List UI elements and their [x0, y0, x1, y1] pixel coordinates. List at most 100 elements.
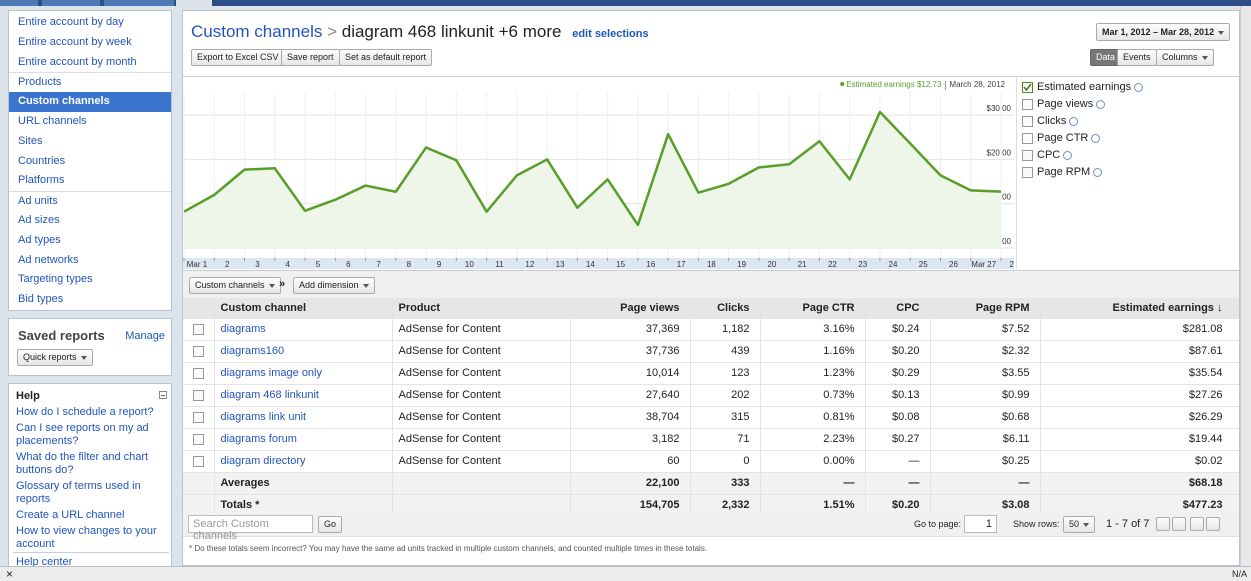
- header-cell: Clicks: [690, 298, 761, 319]
- events-view[interactable]: Events: [1117, 49, 1157, 66]
- x-tick-label: 25: [919, 260, 928, 269]
- saved-title: Saved reports: [18, 328, 105, 343]
- save-button[interactable]: Save report: [281, 49, 340, 66]
- nav-item[interactable]: Targeting types: [18, 273, 93, 286]
- nav-item[interactable]: Entire account by week: [18, 35, 132, 48]
- row-checkbox[interactable]: [192, 323, 204, 335]
- metric-item[interactable]: Page views: [1022, 98, 1106, 110]
- manage-link[interactable]: Manage: [125, 330, 165, 342]
- summary-label: Averages: [214, 472, 393, 495]
- x-tick-label: Mar 1: [187, 260, 208, 269]
- nav-item[interactable]: Platforms: [18, 174, 65, 187]
- table-cell[interactable]: diagrams160: [214, 340, 393, 363]
- nav-item[interactable]: Entire account by day: [18, 16, 124, 28]
- table-cell[interactable]: diagram directory: [214, 450, 393, 473]
- nav-item[interactable]: URL channels: [18, 114, 87, 127]
- row-checkbox[interactable]: [192, 367, 204, 379]
- quick-reports-button[interactable]: Quick reports: [17, 349, 93, 366]
- page-input[interactable]: 1: [964, 515, 997, 533]
- table-cell: 439: [690, 340, 761, 363]
- help-link[interactable]: What do the filter and chart buttons do?: [16, 451, 149, 476]
- row-checkbox[interactable]: [192, 455, 204, 467]
- row-checkbox[interactable]: [192, 411, 204, 423]
- nav-item[interactable]: Custom channels: [9, 92, 171, 112]
- table-cell: $0.68: [930, 406, 1041, 429]
- add-dimension[interactable]: Add dimension: [293, 277, 375, 294]
- table-cell: $0.25: [930, 450, 1041, 473]
- help-icon: [1091, 133, 1101, 143]
- table-cell: AdSense for Content: [392, 428, 571, 451]
- columns-view[interactable]: Columns: [1156, 49, 1214, 66]
- row-checkbox[interactable]: [192, 433, 204, 445]
- help-link[interactable]: How do I schedule a report?: [16, 406, 154, 418]
- row-checkbox[interactable]: [192, 389, 204, 401]
- x-tick-label: 18: [707, 260, 716, 269]
- close-button[interactable]: ×: [6, 567, 14, 581]
- export-button[interactable]: Export to Excel CSV: [191, 49, 285, 66]
- summary-cell: $68.18: [1040, 472, 1239, 495]
- x-tick-label: 20: [767, 260, 776, 269]
- help-icon: [1093, 167, 1103, 177]
- table-cell[interactable]: diagrams: [214, 318, 393, 341]
- default-button[interactable]: Set as default report: [339, 49, 433, 66]
- collapse-icon[interactable]: [159, 391, 167, 399]
- search-input[interactable]: Search Custom channels: [188, 515, 313, 542]
- rows-select[interactable]: 50: [1063, 516, 1096, 533]
- metric-checkbox[interactable]: [1022, 149, 1033, 161]
- nav-item[interactable]: Sites: [18, 134, 43, 147]
- nav-item[interactable]: Ad sizes: [18, 213, 60, 226]
- pager[interactable]: [1156, 517, 1222, 532]
- metric-item[interactable]: Estimated earnings: [1022, 81, 1144, 93]
- summary-cell: 22,100: [570, 472, 691, 495]
- metric-item[interactable]: CPC: [1022, 149, 1073, 161]
- metric-item[interactable]: Clicks: [1022, 115, 1079, 127]
- top-bar: [0, 0, 1251, 6]
- metric-checkbox[interactable]: [1022, 132, 1033, 144]
- table-footer: Search Custom channels Go Go to page: 1 …: [183, 513, 1239, 542]
- metric-item[interactable]: Page CTR: [1022, 132, 1101, 144]
- help-link[interactable]: Glossary of terms used in reports: [16, 480, 141, 505]
- nav-item[interactable]: Entire account by month: [18, 55, 137, 68]
- metric-checkbox[interactable]: [1022, 166, 1033, 178]
- metric-checkbox[interactable]: [1022, 81, 1033, 93]
- edit-selections[interactable]: edit selections: [572, 28, 649, 40]
- table-row: diagrams forum AdSense for Content 3,182 71…: [183, 428, 1239, 451]
- row-checkbox[interactable]: [192, 345, 204, 357]
- nav-item[interactable]: Ad units: [9, 191, 171, 211]
- table-cell: 71: [690, 428, 761, 451]
- table-cell: $7.52: [930, 318, 1041, 341]
- help-link[interactable]: Create a URL channel: [16, 509, 125, 521]
- legend-date: March 28, 2012: [949, 80, 1005, 89]
- table-cell[interactable]: diagrams link unit: [214, 406, 393, 429]
- table-cell: 3.16%: [760, 318, 866, 341]
- nav-item[interactable]: Countries: [18, 154, 66, 167]
- help-link[interactable]: Can I see reports on my ad placements?: [16, 422, 149, 447]
- header-cell[interactable]: Estimated earnings ↓: [1040, 298, 1239, 319]
- metric-item[interactable]: Page RPM: [1022, 166, 1103, 178]
- legend-dot: [840, 82, 845, 86]
- title-link[interactable]: Custom channels: [191, 22, 323, 41]
- table-row: diagrams link unit AdSense for Content 38,…: [183, 406, 1239, 429]
- table-cell: —: [865, 450, 931, 473]
- header-title: Custom channels > diagram 468 linkunit +…: [191, 22, 649, 42]
- nav-item[interactable]: Bid types: [18, 293, 64, 306]
- nav-item[interactable]: Ad types: [18, 233, 61, 246]
- x-tick-label: 23: [858, 260, 867, 269]
- help-link[interactable]: How to view changes to your account: [16, 525, 157, 550]
- table-cell: 60: [570, 450, 691, 473]
- nav-item[interactable]: Ad networks: [18, 253, 79, 266]
- table-cell[interactable]: diagram 468 linkunit: [214, 384, 393, 407]
- averages-row: Averages 22,100 333— — — $68.18: [183, 472, 1239, 495]
- x-tick-label: 7: [376, 260, 381, 269]
- help-center[interactable]: Help center: [16, 556, 73, 567]
- date-range[interactable]: Mar 1, 2012 – Mar 28, 2012: [1096, 23, 1231, 41]
- metric-checkbox[interactable]: [1022, 115, 1033, 127]
- metric-checkbox[interactable]: [1022, 98, 1033, 110]
- table-cell: $0.13: [865, 384, 931, 407]
- go-button[interactable]: Go: [318, 516, 343, 533]
- table-cell[interactable]: diagrams image only: [214, 362, 393, 385]
- table-cell[interactable]: diagrams forum: [214, 428, 393, 451]
- dimension-button[interactable]: Custom channels: [189, 277, 281, 294]
- nav-item[interactable]: Products: [9, 72, 171, 92]
- help-links: How do I schedule a report? Can I see rep…: [16, 406, 171, 554]
